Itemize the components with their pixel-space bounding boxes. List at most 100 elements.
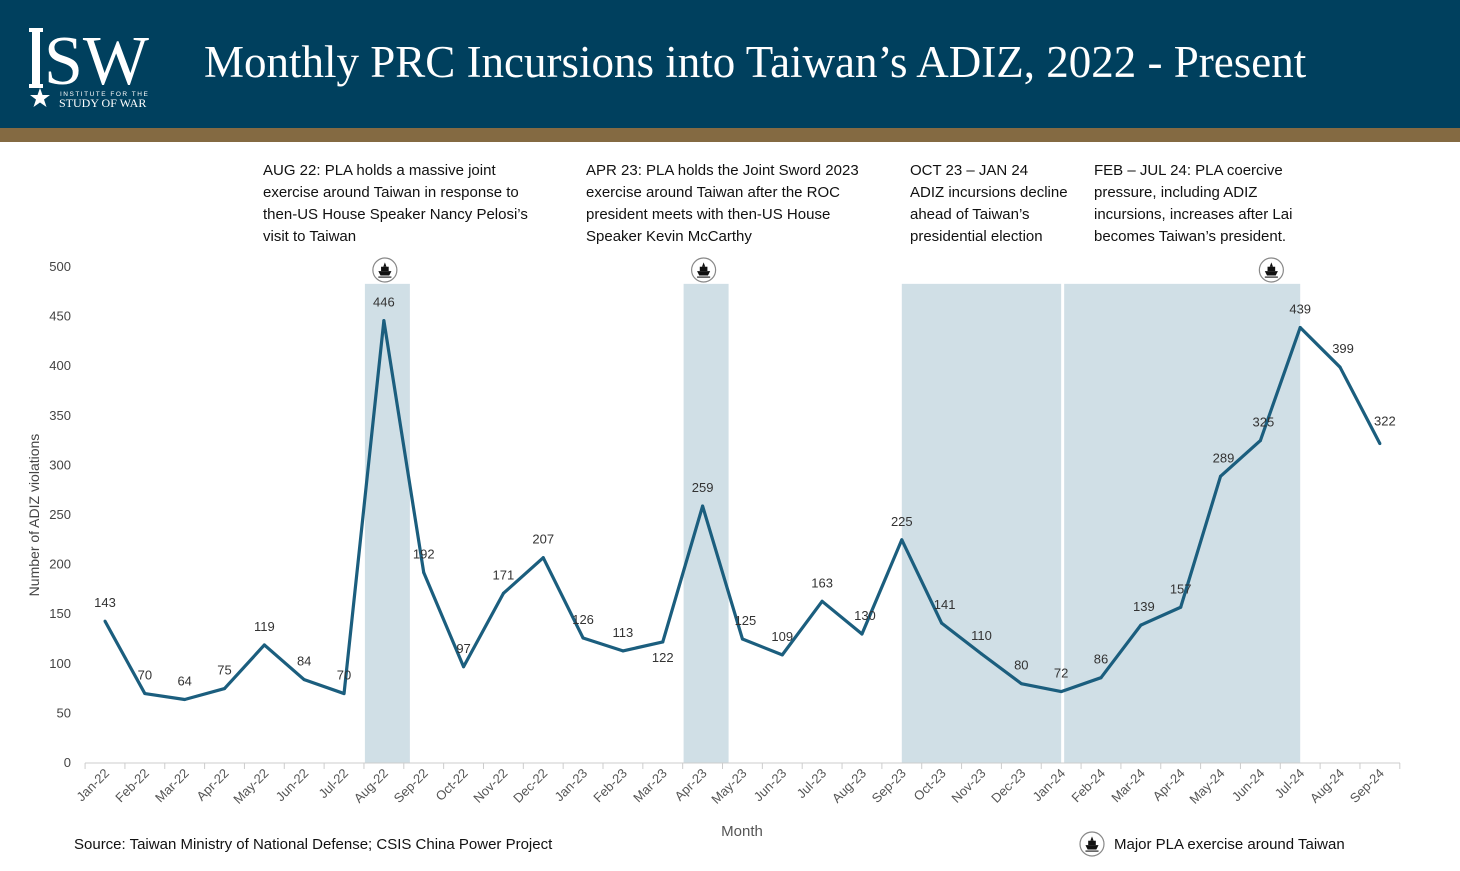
header [0,0,1460,128]
source-note: Source: Taiwan Ministry of National Defe… [74,836,553,853]
data-point [501,591,505,595]
data-label: 439 [1289,302,1311,317]
data-point [541,556,545,560]
data-point [302,678,306,682]
data-point [1378,442,1382,446]
annotation-apr23: APR 23: PLA holds the Joint Sword 2023 e… [586,162,859,245]
data-label: 113 [613,625,634,640]
data-label: 70 [138,668,152,683]
y-tick-label: 500 [49,259,71,274]
data-point [581,636,585,640]
data-point [1219,474,1223,478]
x-tick-label: Dec-22 [510,766,550,806]
data-point [342,692,346,696]
x-tick-label: Dec-23 [988,766,1028,806]
data-label: 80 [1014,658,1028,673]
x-tick-label: Aug-23 [829,766,869,806]
data-point [979,652,983,656]
data-label: 225 [891,514,913,529]
shaded-period [683,283,729,763]
data-label: 139 [1133,599,1155,614]
shaded-period [364,283,410,763]
data-point [661,640,665,644]
data-label: 163 [811,575,833,590]
data-point [1019,682,1023,686]
x-tick-label: Aug-24 [1307,766,1347,806]
y-tick-label: 100 [49,656,71,671]
annotation-feb-jul24: FEB – JUL 24: PLA coercive pressure, inc… [1094,162,1293,245]
data-label: 289 [1213,450,1235,465]
data-label: 399 [1332,341,1354,356]
data-label: 126 [572,612,594,627]
x-tick-label: Sep-23 [869,766,909,806]
data-point [820,599,824,603]
ship-icon [1079,831,1105,857]
data-label: 125 [735,613,757,628]
x-tick-label: Mar-23 [630,766,670,806]
data-point [740,637,744,641]
x-tick-label: Feb-23 [590,766,630,806]
x-tick-label: Sep-24 [1347,766,1387,806]
y-tick-label: 0 [64,755,71,770]
data-label: 130 [854,608,876,623]
data-label: 72 [1054,666,1068,681]
x-tick-label: Feb-24 [1068,766,1108,806]
data-point [621,649,625,653]
y-tick-label: 200 [49,557,71,572]
data-label: 322 [1374,414,1396,429]
annotation-oct23-jan24: OCT 23 – JAN 24 ADIZ incursions decline … [910,162,1068,245]
x-tick-label: May-24 [1186,766,1227,807]
data-point [1179,605,1183,609]
data-label: 119 [254,619,275,634]
x-tick-label: May-23 [708,766,749,807]
x-tick-label: Jul-23 [794,766,830,802]
data-label: 122 [652,650,674,665]
data-point [780,653,784,657]
header-divider [0,128,1460,142]
annotation-aug22: AUG 22: PLA holds a massive joint exerci… [263,162,528,245]
legend-label: Major PLA exercise around Taiwan [1114,835,1345,853]
y-axis-label: Number of ADIZ violations [26,434,42,597]
x-tick-label: Oct-23 [911,766,949,804]
data-point [143,692,147,696]
x-tick-label: Jun-24 [1229,766,1268,805]
data-point [183,698,187,702]
data-point [223,687,227,691]
data-label: 84 [297,654,311,669]
y-tick-label: 400 [49,358,71,373]
data-point [262,643,266,647]
x-tick-label: Apr-22 [193,766,231,804]
data-label: 325 [1253,415,1275,430]
data-point [1139,623,1143,627]
data-point [940,621,944,625]
data-label: 192 [413,547,435,562]
x-tick-label: Aug-22 [351,766,391,806]
ship-icon [372,257,398,283]
x-tick-label: Jan-23 [551,766,590,805]
data-point [860,632,864,636]
page-title: Monthly PRC Incursions into Taiwan’s ADI… [204,37,1307,87]
x-tick-label: Nov-23 [948,766,988,806]
data-label: 141 [934,597,956,612]
data-label: 143 [94,595,116,610]
data-point [701,504,705,508]
data-point [1298,326,1302,330]
data-point [382,319,386,323]
x-tick-label: Jan-24 [1030,766,1069,805]
x-tick-label: Jun-22 [273,766,312,805]
data-point [422,571,426,575]
svg-text:INSTITUTE FOR THE: INSTITUTE FOR THE [60,91,149,98]
data-label: 171 [493,567,515,582]
data-label: 97 [456,641,470,656]
x-tick-label: May-22 [230,766,271,807]
x-tick-label: Jan-22 [73,766,112,805]
x-tick-label: Apr-24 [1150,766,1188,804]
data-point [1059,690,1063,694]
x-tick-label: Mar-24 [1108,766,1148,806]
data-label: 446 [373,295,395,310]
isw-logo: SW INSTITUTE FOR THE STUDY OF WAR [29,23,149,110]
data-label: 109 [771,629,793,644]
ship-icon [1258,257,1284,283]
data-label: 259 [692,480,714,495]
